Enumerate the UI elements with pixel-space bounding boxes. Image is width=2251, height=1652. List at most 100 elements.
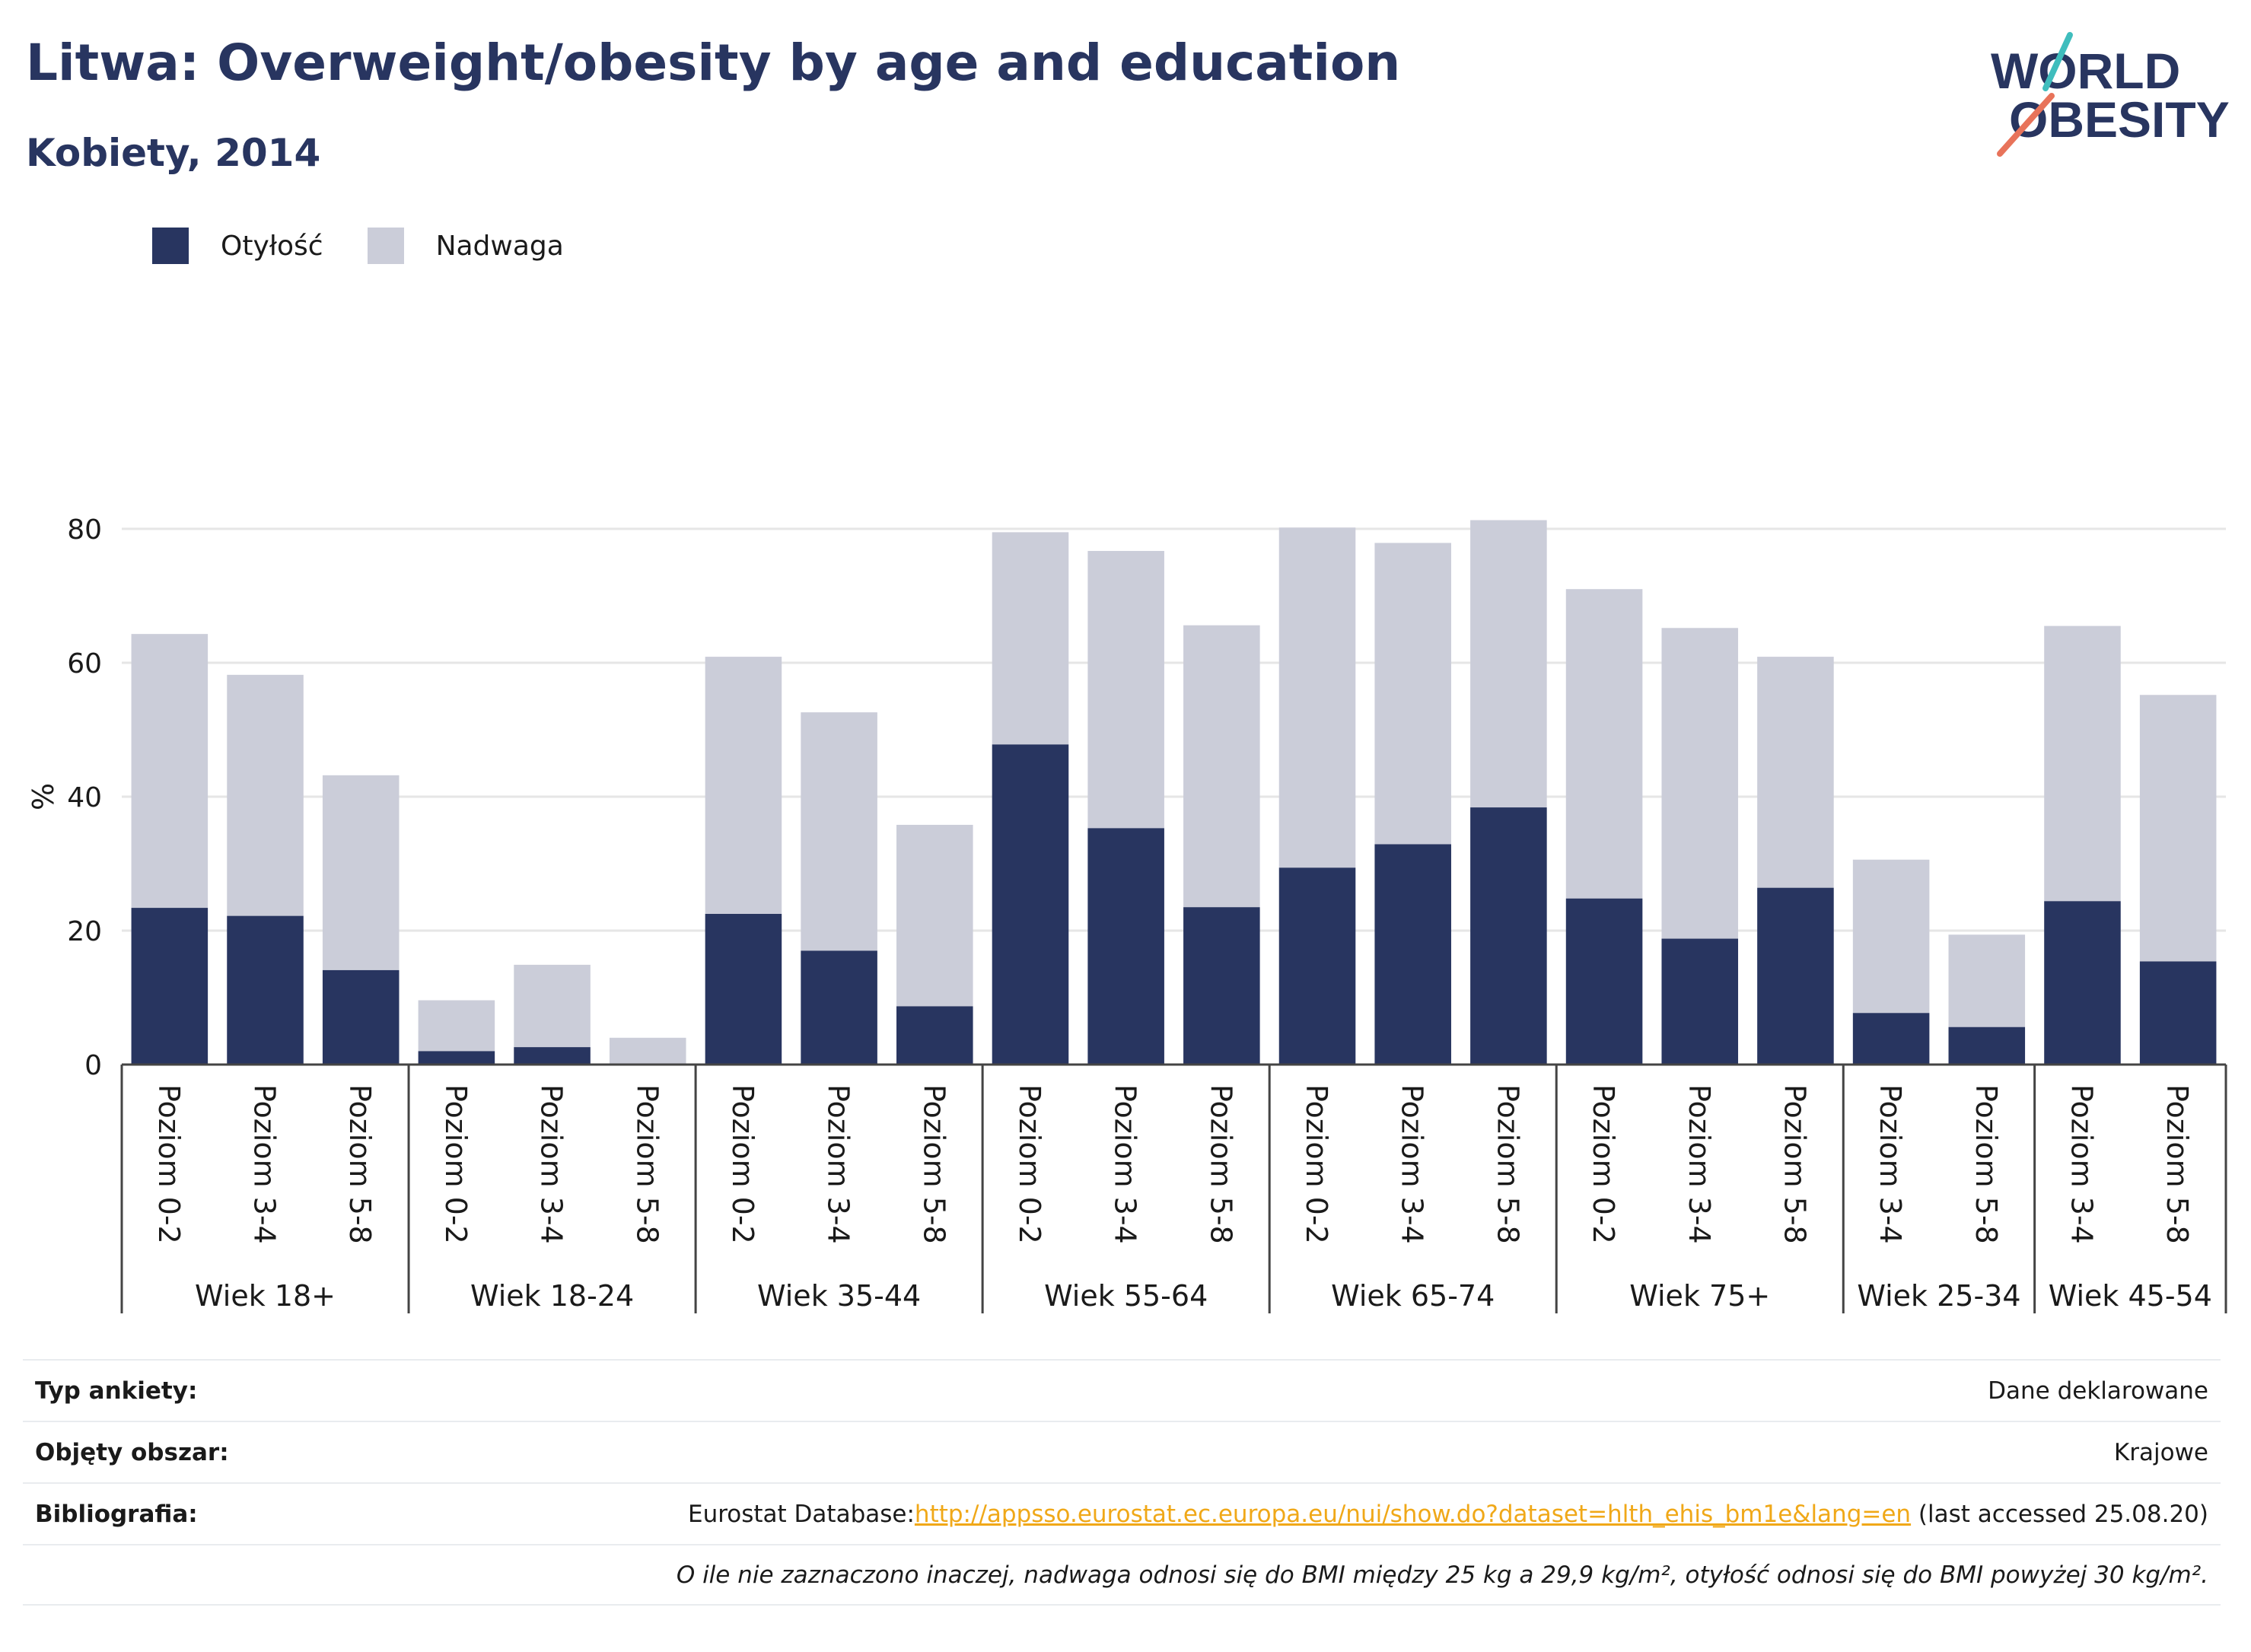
- x-tick-label: Poziom 5-8: [917, 1084, 950, 1244]
- bar-obesity: [801, 950, 877, 1065]
- bar-obesity: [992, 744, 1069, 1065]
- bar-overweight: [1661, 628, 1739, 939]
- y-tick-label: 40: [67, 782, 102, 813]
- chart-legend: Otyłość Nadwaga: [152, 227, 608, 265]
- bar-overweight: [514, 964, 591, 1048]
- bar-overweight: [1852, 859, 1930, 1014]
- y-tick-label: 60: [67, 648, 102, 680]
- group-label: Wiek 18-24: [470, 1279, 634, 1313]
- x-tick-label: Poziom 3-4: [822, 1084, 855, 1244]
- bmi-note: O ile nie zaznaczono inaczej, nadwaga od…: [676, 1561, 2208, 1589]
- x-tick-label: Poziom 3-4: [248, 1084, 282, 1244]
- x-tick-label: Poziom 5-8: [1491, 1084, 1524, 1244]
- info-row-bibliography: Bibliografia: Eurostat Database:http://a…: [23, 1482, 2221, 1544]
- bar-overweight: [131, 634, 209, 909]
- bar-obesity: [227, 915, 304, 1065]
- legend-swatch-overweight: [367, 228, 404, 264]
- info-row-note: O ile nie zaznaczono inaczej, nadwaga od…: [23, 1544, 2221, 1606]
- bibliography-value: Eurostat Database:http://appsso.eurostat…: [688, 1501, 2208, 1528]
- x-tick-label: Poziom 0-2: [1587, 1084, 1620, 1244]
- bar-overweight: [896, 824, 973, 1007]
- survey-type-label: Typ ankiety:: [35, 1377, 198, 1405]
- coverage-value: Krajowe: [2113, 1438, 2208, 1466]
- bar-overweight: [609, 1037, 686, 1065]
- y-tick-label: 20: [67, 916, 102, 947]
- x-tick-label: Poziom 3-4: [1109, 1084, 1142, 1244]
- bar-obesity: [1470, 807, 1547, 1065]
- bar-overweight: [801, 712, 877, 951]
- bar-obesity: [2139, 961, 2217, 1065]
- bar-overweight: [2139, 695, 2217, 962]
- legend-label-obesity: Otyłość: [221, 230, 323, 262]
- info-table: Typ ankiety: Dane deklarowane Objęty obs…: [23, 1359, 2221, 1606]
- bar-obesity: [896, 1006, 973, 1065]
- survey-type-value: Dane deklarowane: [1988, 1377, 2208, 1405]
- x-tick-label: Poziom 3-4: [1396, 1084, 1429, 1244]
- x-tick-label: Poziom 3-4: [1683, 1084, 1716, 1244]
- world-obesity-logo: WORLD OBESITY: [1991, 32, 2230, 157]
- legend-label-overweight: Nadwaga: [435, 230, 564, 262]
- info-row-coverage: Objęty obszar: Krajowe: [23, 1421, 2221, 1482]
- bar-overweight: [2044, 625, 2121, 902]
- bar-obesity: [1374, 844, 1451, 1065]
- bar-overweight: [227, 674, 304, 916]
- group-label: Wiek 35-44: [757, 1279, 921, 1313]
- bar-obesity: [1757, 887, 1834, 1065]
- legend-swatch-obesity: [152, 228, 189, 264]
- group-label: Wiek 45-54: [2049, 1279, 2212, 1313]
- x-tick-label: Poziom 5-8: [2160, 1084, 2194, 1244]
- x-tick-label: Poziom 0-2: [726, 1084, 759, 1244]
- y-axis-label: %: [27, 783, 60, 810]
- bar-overweight: [1565, 589, 1643, 899]
- x-tick-label: Poziom 0-2: [1013, 1084, 1046, 1244]
- bar-overweight: [1948, 934, 2026, 1027]
- bar-overweight: [322, 775, 400, 970]
- page-title: Litwa: Overweight/obesity by age and edu…: [26, 33, 1401, 92]
- y-tick-label: 80: [67, 514, 102, 546]
- bar-overweight: [992, 532, 1069, 745]
- bar-obesity: [131, 908, 209, 1065]
- x-tick-label: Poziom 5-8: [630, 1084, 664, 1244]
- bar-overweight: [1757, 657, 1834, 888]
- x-tick-label: Poziom 3-4: [1874, 1084, 1907, 1244]
- bibliography-suffix: (last accessed 25.08.20): [1911, 1500, 2208, 1528]
- bar-overweight: [1278, 527, 1356, 868]
- x-tick-label: Poziom 0-2: [1300, 1084, 1333, 1244]
- bar-obesity: [514, 1047, 591, 1065]
- bar-overweight: [1470, 520, 1547, 808]
- bar-obesity: [1278, 867, 1356, 1065]
- info-row-survey-type: Typ ankiety: Dane deklarowane: [23, 1359, 2221, 1421]
- logo-line1: WORLD: [1991, 43, 2180, 99]
- bar-chart: 0 20 40 60 80% Poziom 0-2 Poziom 3-4 Poziom 5-8…: [27, 514, 2227, 1313]
- group-label: Wiek 65-74: [1331, 1279, 1495, 1313]
- x-tick-label: Poziom 3-4: [2065, 1084, 2098, 1244]
- bar-obesity: [1852, 1013, 1930, 1065]
- x-tick-label: Poziom 0-2: [152, 1084, 186, 1244]
- bar-obesity: [1565, 898, 1643, 1065]
- bar-obesity: [1661, 938, 1739, 1065]
- group-label: Wiek 55-64: [1044, 1279, 1208, 1313]
- y-tick-label: 0: [84, 1050, 102, 1081]
- bar-obesity: [705, 914, 782, 1065]
- legend-item-obesity: Otyłość: [152, 228, 323, 264]
- coverage-label: Objęty obszar:: [35, 1438, 229, 1466]
- x-tick-label: Poziom 5-8: [343, 1084, 377, 1244]
- bar-overweight: [1374, 543, 1451, 845]
- group-label: Wiek 25-34: [1857, 1279, 2020, 1313]
- bar-overweight: [418, 1000, 495, 1052]
- x-tick-label: Poziom 3-4: [535, 1084, 568, 1244]
- bar-overweight: [1087, 551, 1164, 829]
- bibliography-link[interactable]: http://appsso.eurostat.ec.europa.eu/nui/…: [914, 1500, 1912, 1528]
- legend-item-overweight: Nadwaga: [367, 228, 564, 264]
- bar-overweight: [705, 657, 782, 914]
- bar-obesity: [1948, 1027, 2026, 1065]
- bar-overweight: [1183, 625, 1260, 908]
- bibliography-prefix: Eurostat Database:: [687, 1500, 915, 1528]
- bar-obesity: [1087, 828, 1164, 1065]
- page-subtitle: Kobiety, 2014: [26, 131, 321, 175]
- group-label: Wiek 18+: [195, 1279, 336, 1313]
- x-tick-label: Poziom 5-8: [1969, 1084, 2003, 1244]
- x-tick-label: Poziom 0-2: [439, 1084, 473, 1244]
- group-label: Wiek 75+: [1629, 1279, 1770, 1313]
- bibliography-label: Bibliografia:: [35, 1500, 198, 1528]
